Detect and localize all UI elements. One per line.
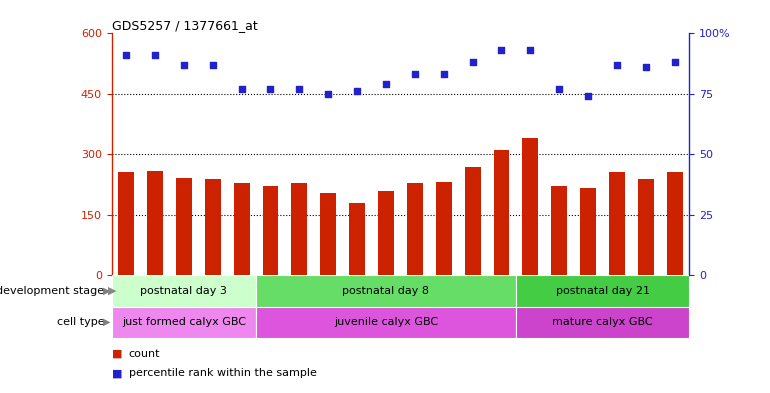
Bar — [667, 173, 683, 275]
Text: count: count — [129, 349, 160, 359]
Text: cell type: cell type — [57, 317, 108, 327]
Bar — [112, 275, 256, 307]
Bar — [263, 185, 279, 275]
Point — [322, 91, 334, 97]
Point — [668, 59, 681, 66]
Text: ■: ■ — [112, 368, 126, 378]
Bar — [233, 183, 249, 275]
Bar — [112, 307, 256, 338]
Point — [640, 64, 652, 70]
Point — [582, 93, 594, 99]
Text: ▶: ▶ — [102, 317, 110, 327]
Bar — [349, 204, 365, 275]
Text: ▶: ▶ — [108, 286, 116, 296]
Point — [149, 52, 161, 58]
Bar — [320, 193, 336, 275]
Bar — [580, 189, 596, 275]
Text: postnatal day 21: postnatal day 21 — [555, 286, 650, 296]
Bar — [638, 179, 654, 275]
Point — [206, 62, 219, 68]
Point — [293, 86, 306, 92]
Bar — [147, 171, 163, 275]
Bar — [516, 275, 689, 307]
Point — [120, 52, 132, 58]
Text: ▶: ▶ — [102, 286, 110, 296]
Text: GDS5257 / 1377661_at: GDS5257 / 1377661_at — [112, 19, 257, 32]
Bar — [378, 191, 394, 275]
Text: postnatal day 3: postnatal day 3 — [140, 286, 227, 296]
Point — [553, 86, 565, 92]
Bar — [256, 275, 516, 307]
Point — [380, 81, 392, 87]
Point — [178, 62, 190, 68]
Bar — [176, 178, 192, 275]
Point — [236, 86, 248, 92]
Bar — [551, 186, 567, 275]
Bar — [205, 179, 221, 275]
Point — [409, 72, 421, 78]
Text: just formed calyx GBC: just formed calyx GBC — [122, 317, 246, 327]
Bar — [464, 167, 480, 275]
Text: juvenile calyx GBC: juvenile calyx GBC — [334, 317, 438, 327]
Text: percentile rank within the sample: percentile rank within the sample — [129, 368, 316, 378]
Text: postnatal day 8: postnatal day 8 — [343, 286, 430, 296]
Bar — [407, 183, 423, 275]
Point — [437, 72, 450, 78]
Text: development stage: development stage — [0, 286, 108, 296]
Point — [524, 47, 537, 53]
Bar — [436, 182, 452, 275]
Bar — [516, 307, 689, 338]
Text: ■: ■ — [112, 349, 126, 359]
Text: mature calyx GBC: mature calyx GBC — [552, 317, 653, 327]
Point — [264, 86, 276, 92]
Bar — [256, 307, 516, 338]
Point — [611, 62, 623, 68]
Bar — [118, 173, 134, 275]
Bar — [609, 173, 625, 275]
Point — [467, 59, 479, 66]
Point — [351, 88, 363, 95]
Point — [495, 47, 507, 53]
Bar — [522, 138, 538, 275]
Bar — [494, 150, 510, 275]
Bar — [291, 183, 307, 275]
